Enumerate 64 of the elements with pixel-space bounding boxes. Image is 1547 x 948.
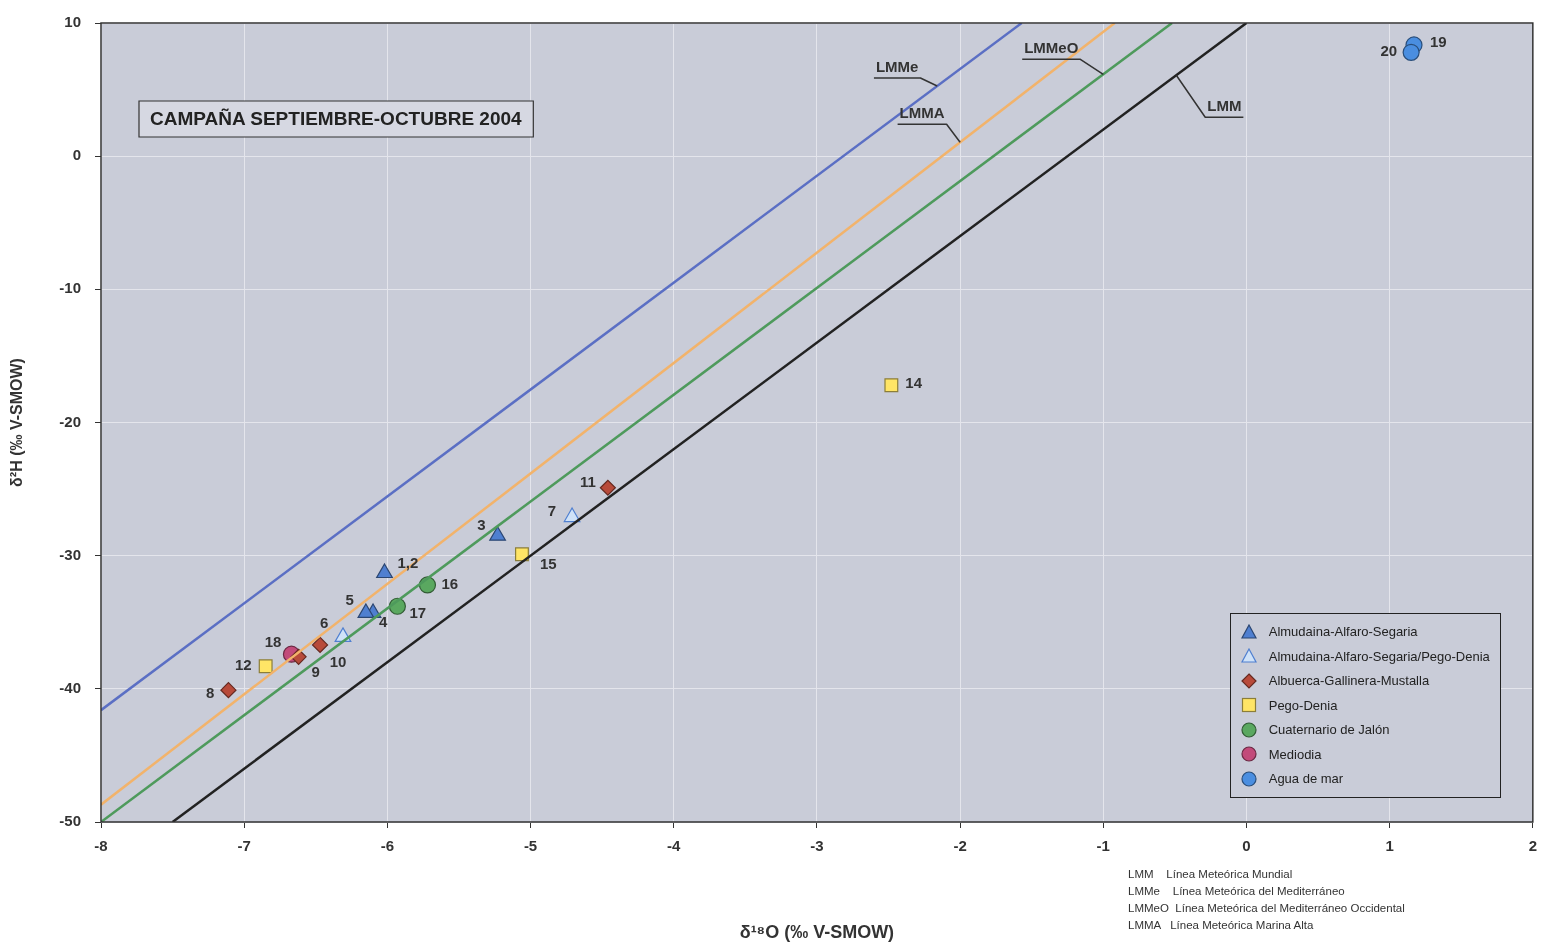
y-tick-label: -30 — [59, 545, 81, 563]
x-axis-title: δ¹⁸O (‰ V-SMOW) — [739, 922, 895, 943]
x-tick-label: -6 — [380, 837, 395, 855]
point — [599, 479, 616, 496]
text: CAMPAÑA SEPTIEMBRE-OCTUBRE 2004 — [150, 108, 523, 130]
x-tick-label: 2 — [1528, 837, 1537, 855]
annotation: 7 — [547, 502, 557, 520]
annotation: 11 — [580, 472, 596, 490]
text: LMMeO Línea Meteórica del Mediterráneo Occidental — [1128, 901, 1405, 916]
x-tick-label: -7 — [237, 837, 251, 855]
x-tick-label: -3 — [810, 837, 824, 855]
y-tick-label: -50 — [59, 812, 81, 830]
point — [376, 563, 393, 579]
x-tick-label: -2 — [953, 837, 967, 855]
annotation: 9 — [311, 663, 320, 681]
annotation: LMMeO — [1024, 39, 1079, 57]
y-axis-title: δ²H (‰ V-SMOW) — [8, 358, 26, 487]
y-tick-label: -10 — [59, 279, 81, 297]
annotation: 18 — [264, 633, 282, 651]
point — [357, 603, 375, 619]
x-tick-label: -1 — [1096, 837, 1110, 855]
legend-label: Almudaina-Alfaro-Segaria/Pego-Denia — [1268, 648, 1490, 664]
point — [489, 526, 507, 541]
text: LMMA Línea Meteórica Marina Alta — [1128, 918, 1315, 933]
y-tick-label: 0 — [72, 146, 81, 164]
annotation: 12 — [234, 656, 252, 674]
annotation: 4 — [379, 613, 389, 631]
text: LMMe Línea Meteórica del Mediterráneo — [1128, 884, 1346, 899]
annotation: 6 — [319, 614, 329, 632]
y-tick-label: -40 — [59, 678, 81, 696]
legend-label: Cuaternario de Jalón — [1268, 722, 1390, 738]
annotation: 3 — [477, 515, 486, 533]
point — [884, 378, 899, 393]
legend-label: Pego-Denia — [1268, 697, 1338, 713]
y-tick-label: -20 — [59, 412, 81, 430]
annotation: 16 — [441, 575, 459, 593]
x-tick-label: 0 — [1242, 837, 1251, 855]
annotation: LMMA — [899, 104, 945, 122]
x-tick-label: -4 — [667, 837, 682, 855]
annotation: 10 — [329, 653, 347, 671]
point — [1402, 43, 1420, 61]
y-tick-label: 10 — [64, 13, 81, 31]
annotation: LMMe — [875, 58, 919, 76]
point — [563, 507, 581, 523]
x-tick-label: -8 — [94, 837, 108, 855]
legend-label: Mediodia — [1268, 746, 1322, 762]
point — [220, 682, 237, 699]
text: LMM Línea Meteórica Mundial — [1128, 867, 1294, 882]
annotation: 17 — [409, 604, 427, 622]
annotation: 14 — [905, 374, 923, 392]
legend-label: Almudaina-Alfaro-Segaria — [1268, 624, 1418, 640]
annotation: LMM — [1207, 97, 1242, 115]
annotation: 19 — [1429, 33, 1447, 51]
annotation: 8 — [206, 684, 215, 702]
legend-label: Agua de mar — [1268, 771, 1344, 787]
annotation: 5 — [345, 591, 354, 609]
point — [311, 636, 329, 653]
point — [258, 659, 273, 674]
x-tick-label: 1 — [1385, 837, 1394, 855]
legend-label: Albuerca-Gallinera-Mustalla — [1268, 673, 1430, 689]
annotation: 15 — [539, 555, 557, 573]
x-tick-label: -5 — [523, 837, 538, 855]
annotation: 20 — [1380, 42, 1398, 60]
point — [514, 547, 529, 562]
